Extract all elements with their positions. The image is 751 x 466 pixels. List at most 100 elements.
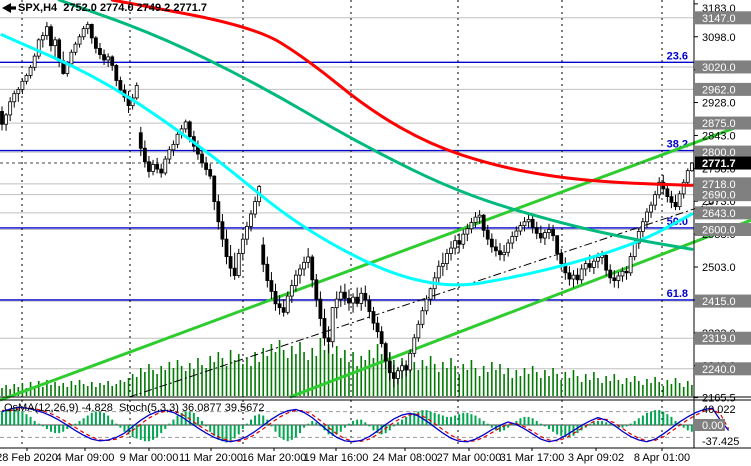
candle <box>175 133 180 145</box>
candle <box>579 268 584 281</box>
candle <box>616 275 621 281</box>
candle <box>0 111 4 125</box>
candle <box>208 169 213 177</box>
sr-price-box <box>695 222 751 236</box>
ma-fast-cyan[interactable] <box>0 33 694 287</box>
channel-lower[interactable] <box>289 218 751 399</box>
candle <box>330 307 335 343</box>
candle <box>265 263 270 281</box>
candle <box>453 240 458 249</box>
candle <box>620 270 625 277</box>
candle <box>326 337 331 343</box>
sr-price-label: 2240.0 <box>702 364 736 376</box>
candle <box>318 298 323 319</box>
candle <box>653 194 658 206</box>
candle <box>228 256 233 269</box>
sr-price-box <box>695 331 751 345</box>
candle <box>571 274 576 280</box>
ma-mid-green[interactable] <box>57 0 694 251</box>
candle <box>85 23 90 30</box>
candle <box>428 288 433 300</box>
candle <box>49 26 53 47</box>
candle <box>216 201 221 223</box>
candle <box>134 85 139 99</box>
candle <box>498 250 502 256</box>
candle <box>514 230 519 237</box>
candle <box>636 231 641 244</box>
channel-upper[interactable] <box>0 120 751 402</box>
candle <box>253 201 257 215</box>
candle <box>347 297 351 304</box>
candle <box>28 66 33 76</box>
candle <box>445 253 449 264</box>
candle <box>93 37 98 49</box>
candle <box>314 279 319 300</box>
candle <box>106 56 111 61</box>
candle <box>306 256 311 263</box>
sr-price-box <box>695 60 751 74</box>
candle <box>457 240 462 245</box>
candle <box>587 263 592 268</box>
candle <box>45 26 49 37</box>
candle <box>359 292 364 304</box>
sr-price-box <box>695 362 751 376</box>
candle <box>424 298 429 312</box>
candle <box>391 372 396 379</box>
candle <box>416 323 421 339</box>
candle <box>404 365 409 371</box>
time-axis-label: 11 Mar 20:00 <box>179 452 243 464</box>
price-tick-label: 2928.0 <box>702 98 736 110</box>
candle <box>677 193 682 208</box>
candle <box>187 121 192 138</box>
candle <box>363 292 368 301</box>
candle <box>522 221 527 227</box>
candle <box>171 143 176 151</box>
candle <box>440 263 445 267</box>
current-price-label: 2771.7 <box>702 158 736 170</box>
candle <box>36 39 41 57</box>
stoch-main-line[interactable] <box>1 406 730 443</box>
time-axis-label: 9 Mar 00:00 <box>120 452 179 464</box>
sr-price-box <box>695 11 751 25</box>
candle <box>89 23 94 39</box>
time-axis-label: 27 Mar 00:00 <box>437 452 502 464</box>
candle <box>261 244 266 265</box>
current-price-box <box>695 156 751 170</box>
candle <box>322 318 327 339</box>
sr-price-label: 3020.0 <box>702 62 736 74</box>
candle <box>334 298 339 309</box>
candle <box>408 352 413 371</box>
candle <box>24 75 29 82</box>
cursor-arrow-icon[interactable] <box>2 3 16 13</box>
candle <box>383 343 388 362</box>
indicator-axis-label: -37.425 <box>702 436 739 448</box>
candle <box>236 253 241 276</box>
fib-level-label: 23.6 <box>667 50 688 62</box>
candle <box>420 310 425 325</box>
candle <box>526 219 531 223</box>
price-tick-label: 2165.5 <box>702 393 736 405</box>
candle <box>575 274 580 281</box>
candle <box>102 54 106 61</box>
stoch-signal-line[interactable] <box>1 407 730 442</box>
time-axis-label: 31 Mar 17:00 <box>500 452 565 464</box>
ma-slow-red[interactable] <box>110 0 694 187</box>
candle <box>12 93 17 103</box>
candle <box>118 80 123 91</box>
candle <box>477 214 482 218</box>
candle <box>298 268 302 276</box>
candle <box>20 80 25 90</box>
candle <box>612 277 617 281</box>
indicator-zero-box <box>695 419 725 431</box>
candle <box>114 65 119 81</box>
candle <box>387 360 392 374</box>
candle <box>302 261 306 270</box>
candle <box>294 274 298 287</box>
candle <box>400 365 404 372</box>
candle <box>665 188 670 197</box>
candle <box>640 221 645 232</box>
candle <box>138 132 143 149</box>
candle <box>396 370 400 379</box>
